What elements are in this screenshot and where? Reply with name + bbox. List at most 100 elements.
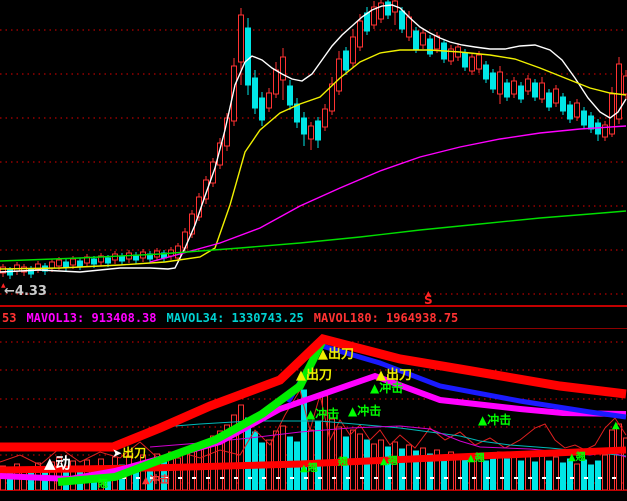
candle-body: [98, 255, 104, 263]
white-dash-mark: [598, 477, 602, 479]
white-dash-mark: [332, 477, 336, 479]
volume-bar: [182, 451, 188, 491]
candle-body: [399, 10, 405, 30]
white-dash-mark: [150, 477, 154, 479]
candle-body: [231, 65, 237, 122]
candle-body: [105, 257, 111, 264]
signal-label: ▲翘: [568, 450, 586, 463]
price-chart-panel[interactable]: ▲←4.33S▲: [0, 0, 627, 305]
white-dash-mark: [248, 477, 252, 479]
candle-body: [336, 58, 342, 92]
volume-bar: [420, 447, 426, 491]
mavol13-legend: MAVOL13: 913408.38: [26, 310, 157, 325]
volume-chart-panel[interactable]: ▲动➤出刀▲出刀▲出刀 ▲出刀▲冲击▲冲击 ▲冲击▲冲击▲翘翘 ▲翘 ▲翘 ▲翘▲翘 ▲冲击: [0, 329, 627, 491]
candle-body: [119, 255, 125, 262]
volume-bar: [399, 448, 405, 491]
white-dash-mark: [360, 477, 364, 479]
white-dash-mark: [178, 477, 182, 479]
white-dash-mark: [542, 477, 546, 479]
candle-body: [343, 50, 349, 71]
volume-indicator-header[interactable]: 53 MAVOL13: 913408.38 MAVOL34: 1330743.2…: [0, 307, 627, 328]
volume-bar: [273, 430, 279, 491]
candle-body: [560, 96, 566, 112]
candle-body: [238, 14, 244, 63]
candle-body: [567, 104, 573, 120]
white-dash-mark: [374, 477, 378, 479]
candle-body: [329, 83, 335, 112]
white-dash-mark: [472, 477, 476, 479]
white-dash-mark: [402, 477, 406, 479]
band-green: [57, 340, 326, 486]
white-dash-mark: [500, 477, 504, 479]
signal-label: ▲冲击: [306, 406, 339, 421]
candle-body: [252, 77, 258, 109]
band-red-main: [0, 334, 627, 452]
volume-bar: [511, 454, 517, 491]
volume-bar: [504, 458, 510, 491]
candle-body: [364, 12, 370, 32]
panel-divider-inner: [0, 328, 627, 329]
candle-body: [532, 82, 538, 98]
candle-body: [280, 56, 286, 81]
white-dash-mark: [192, 477, 196, 479]
white-dash-mark: [234, 477, 238, 479]
candle-body: [546, 92, 552, 108]
volume-bar: [581, 459, 587, 491]
white-dash-mark: [304, 477, 308, 479]
volume-bar: [371, 443, 377, 491]
volume-bar: [532, 461, 538, 491]
candle-body: [504, 82, 510, 98]
candle-body: [609, 93, 615, 135]
volume-bar: [252, 431, 258, 491]
volume-bar: [455, 456, 461, 491]
volume-bar: [238, 404, 244, 491]
volume-bar: [602, 454, 608, 491]
candle-body: [0, 266, 6, 274]
signal-label: ▲翘: [300, 461, 318, 474]
candle-body: [462, 52, 468, 68]
signal-label: ▲: [612, 420, 620, 431]
volume-bar: [595, 460, 601, 491]
candle-body: [49, 261, 55, 269]
candle-body: [308, 125, 314, 140]
signal-label: ▲冲击: [478, 412, 511, 427]
signal-label: ▲: [426, 290, 431, 297]
candle-body: [315, 120, 321, 141]
white-dash-mark: [220, 477, 224, 479]
candle-body: [322, 108, 328, 128]
white-dash-mark: [318, 477, 322, 479]
signal-label: ▲: [1, 282, 6, 289]
candle-body: [483, 64, 489, 80]
ma-yellow: [0, 49, 627, 270]
volume-bar: [609, 429, 615, 491]
white-dash-mark: [612, 477, 616, 479]
candle-body: [21, 266, 27, 273]
signal-label: 翘: [337, 455, 348, 468]
volume-bar: [483, 460, 489, 491]
candle-body: [203, 179, 209, 200]
candle-body: [448, 48, 454, 62]
candle-body: [56, 259, 62, 267]
volume-bar: [315, 420, 321, 491]
candle-body: [602, 124, 608, 138]
white-dash-mark: [122, 477, 126, 479]
volume-bar: [546, 460, 552, 491]
band-magenta: [0, 372, 627, 483]
signal-label: ▲翘: [380, 454, 398, 467]
volume-bar: [406, 444, 412, 491]
candle-body: [511, 80, 517, 95]
candle-body: [581, 110, 587, 126]
white-dash-mark: [458, 477, 462, 479]
candle-body: [553, 88, 559, 104]
white-dash-mark: [276, 477, 280, 479]
white-dash-mark: [514, 477, 518, 479]
candle-body: [518, 85, 524, 100]
white-dash-mark: [206, 477, 210, 479]
volume-bar: [364, 439, 370, 491]
candle-body: [588, 115, 594, 130]
panel-divider-top: [0, 305, 627, 307]
candle-body: [497, 71, 503, 95]
volume-bar: [385, 446, 391, 491]
volume-bar: [616, 423, 622, 491]
